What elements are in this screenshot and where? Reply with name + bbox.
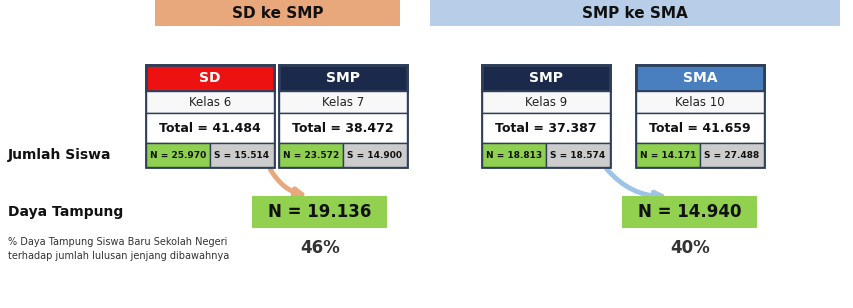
Bar [279,65,407,167]
Text: Kelas 9: Kelas 9 [525,95,566,108]
Text: Kelas 6: Kelas 6 [189,95,231,108]
Bar [343,143,407,167]
Text: SD ke SMP: SD ke SMP [231,6,323,21]
Bar [699,143,763,167]
Bar [252,196,387,228]
Bar [622,196,757,228]
Bar [146,65,274,167]
Text: Total = 37.387: Total = 37.387 [495,121,596,135]
Bar [635,91,763,113]
Bar [635,113,763,143]
Bar [481,65,609,91]
Text: S = 14.900: S = 14.900 [347,151,402,160]
Bar [481,91,609,113]
Bar [279,143,343,167]
Text: SD: SD [199,71,220,85]
Text: Total = 41.484: Total = 41.484 [159,121,260,135]
Bar [279,113,407,143]
Text: N = 14.940: N = 14.940 [637,203,741,221]
Text: Jumlah Siswa: Jumlah Siswa [8,148,112,162]
Text: N = 25.970: N = 25.970 [149,151,206,160]
Bar [279,91,407,113]
Bar [481,113,609,143]
Text: SMP: SMP [326,71,360,85]
Text: 46%: 46% [299,239,339,257]
Text: N = 14.171: N = 14.171 [639,151,695,160]
Bar [635,65,763,167]
Text: Total = 41.659: Total = 41.659 [648,121,750,135]
Text: terhadap jumlah lulusan jenjang dibawahnya: terhadap jumlah lulusan jenjang dibawahn… [8,251,229,261]
Bar [430,0,839,26]
Bar [146,65,274,91]
Text: % Daya Tampung Siswa Baru Sekolah Negeri: % Daya Tampung Siswa Baru Sekolah Negeri [8,237,227,247]
Bar [545,143,609,167]
Bar [146,143,210,167]
Text: 40%: 40% [670,239,709,257]
Bar [146,113,274,143]
Text: SMA: SMA [682,71,717,85]
Bar [635,143,699,167]
Text: S = 27.488: S = 27.488 [704,151,758,160]
Text: S = 18.574: S = 18.574 [549,151,605,160]
Bar [154,0,399,26]
Text: SMP ke SMA: SMP ke SMA [582,6,687,21]
Text: Kelas 7: Kelas 7 [322,95,363,108]
Bar [635,65,763,91]
Text: Daya Tampung: Daya Tampung [8,205,123,219]
Bar [481,65,609,167]
Bar [210,143,274,167]
Bar [481,143,545,167]
Text: SMP: SMP [528,71,562,85]
Bar [146,91,274,113]
Text: N = 18.813: N = 18.813 [485,151,542,160]
Bar [279,65,407,91]
Text: S = 15.514: S = 15.514 [214,151,270,160]
Text: N = 23.572: N = 23.572 [282,151,339,160]
Text: N = 19.136: N = 19.136 [268,203,371,221]
Text: Total = 38.472: Total = 38.472 [292,121,393,135]
Text: Kelas 10: Kelas 10 [675,95,724,108]
